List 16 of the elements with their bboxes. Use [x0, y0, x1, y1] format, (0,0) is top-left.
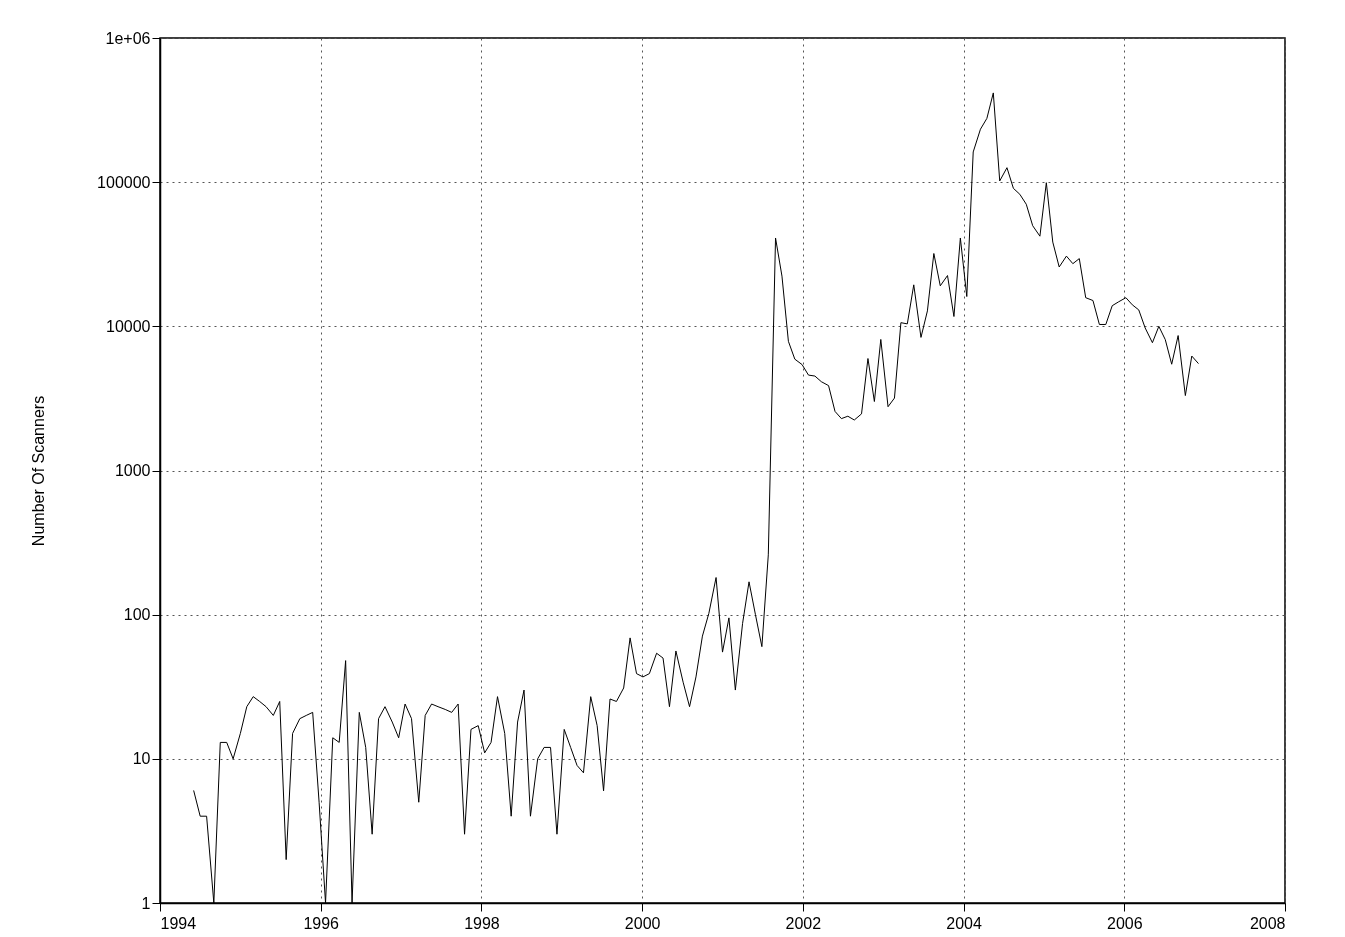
y-tick-label: 100000: [97, 173, 151, 191]
y-tick-label: 100: [123, 606, 151, 624]
x-tick-label: 2006: [1106, 914, 1143, 932]
y-tick-label: 10000: [106, 317, 151, 335]
y-tick-label: 1: [141, 894, 151, 912]
x-tick-label: 1994: [160, 914, 197, 932]
y-tick-label: 1000: [114, 462, 151, 479]
x-tick-label: 2002: [785, 914, 822, 932]
x-tick-label: 1996: [303, 914, 340, 932]
y-axis-title: Number Of Scanners: [30, 395, 48, 547]
x-tick-label: 2004: [946, 914, 982, 932]
y-tick-label: 1e+06: [105, 29, 151, 47]
y-tick-label: 10: [132, 750, 151, 768]
x-tick-label: 2000: [624, 914, 661, 932]
x-tick-label: 1998: [464, 914, 500, 932]
x-tick-label: 2008: [1249, 914, 1286, 932]
